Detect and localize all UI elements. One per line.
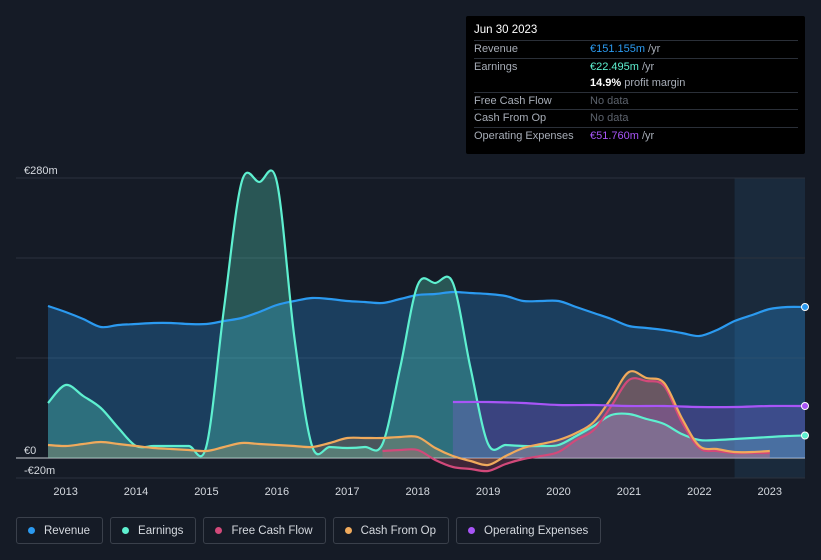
tooltip-unit: /yr	[641, 129, 655, 142]
operating-expenses-end-marker	[801, 402, 809, 410]
legend-item-free-cash-flow[interactable]: Free Cash Flow	[203, 517, 326, 544]
earnings-dot-icon	[122, 527, 130, 534]
tooltip-value: €51.760m	[590, 129, 639, 142]
legend-label: Free Cash Flow	[231, 524, 313, 537]
y-tick-label: -€20m	[24, 465, 55, 477]
tooltip-row-operating-expenses: Operating Expenses €51.760m /yr	[474, 126, 798, 145]
earnings-area	[48, 170, 805, 458]
legend-label: Operating Expenses	[484, 524, 589, 537]
operating-expenses-area	[452, 401, 805, 458]
earnings-end-marker	[801, 431, 809, 440]
cash-from-op-line	[47, 370, 770, 467]
tooltip-date: Jun 30 2023	[474, 24, 538, 36]
tooltip-label: Revenue	[474, 43, 519, 56]
x-tick-label: 2021	[617, 486, 641, 498]
free-cash-flow-dot-icon	[215, 527, 223, 534]
cash-from-op-area	[48, 371, 770, 466]
cash-from-op-dot-icon	[344, 527, 352, 534]
tooltip-value: €151.155m	[590, 43, 646, 56]
tooltip-row-revenue: Revenue €151.155m /yr	[474, 40, 798, 58]
legend-label: Cash From Op	[360, 524, 437, 537]
revenue-end-marker	[801, 303, 809, 311]
legend-label: Revenue	[44, 524, 91, 537]
legend-item-operating-expenses[interactable]: Operating Expenses	[456, 517, 602, 544]
free-cash-flow-line	[382, 377, 770, 473]
x-tick-label: 2015	[194, 486, 218, 498]
revenue-line	[47, 290, 806, 338]
tooltip-label: Operating Expenses	[474, 129, 574, 142]
x-tick-label: 2022	[687, 486, 711, 498]
tooltip-label: Earnings	[474, 60, 518, 73]
y-tick-label: €280m	[24, 165, 58, 177]
tooltip: Jun 30 2023 Revenue €151.155m /yr Earnin…	[466, 16, 805, 154]
x-tick-label: 2020	[546, 486, 570, 498]
y-tick-label: €0	[24, 445, 36, 457]
revenue-dot-icon	[28, 527, 35, 534]
x-tick-label: 2016	[265, 486, 289, 498]
x-tick-label: 2018	[405, 486, 429, 498]
tooltip-label: Cash From Op	[474, 112, 547, 125]
legend-item-earnings[interactable]: Earnings	[110, 517, 197, 544]
earnings-line	[47, 169, 806, 458]
tooltip-value: 14.9%	[590, 77, 622, 90]
tooltip-value: No data	[590, 112, 629, 125]
tooltip-unit: profit margin	[624, 77, 686, 90]
legend-item-cash-from-op[interactable]: Cash From Op	[332, 517, 450, 544]
tooltip-row-cash-from-op: Cash From Op No data	[474, 109, 798, 127]
legend-label: Earnings	[138, 524, 184, 537]
operating-expenses-dot-icon	[468, 527, 476, 534]
x-tick-label: 2014	[124, 486, 148, 498]
free-cash-flow-area	[382, 378, 770, 472]
tooltip-label: Free Cash Flow	[474, 94, 552, 107]
tooltip-unit: /yr	[641, 60, 655, 73]
legend: Revenue Earnings Free Cash Flow Cash Fro…	[16, 517, 602, 544]
legend-item-revenue[interactable]: Revenue	[16, 517, 104, 544]
tooltip-unit: /yr	[648, 43, 661, 56]
tooltip-row-earnings: Earnings €22.495m /yr	[474, 57, 798, 76]
tooltip-row-profit-margin: 14.9% profit margin	[474, 75, 798, 92]
x-tick-label: 2023	[758, 486, 782, 498]
x-tick-label: 2019	[476, 486, 500, 498]
tooltip-value: No data	[590, 94, 629, 107]
forecast-region	[734, 178, 805, 478]
tooltip-value: €22.495m	[590, 60, 639, 73]
tooltip-row-free-cash-flow: Free Cash Flow No data	[474, 91, 798, 110]
revenue-area	[48, 291, 805, 458]
x-tick-label: 2013	[53, 486, 77, 498]
operating-expenses-line	[452, 400, 806, 409]
x-tick-label: 2017	[335, 486, 359, 498]
